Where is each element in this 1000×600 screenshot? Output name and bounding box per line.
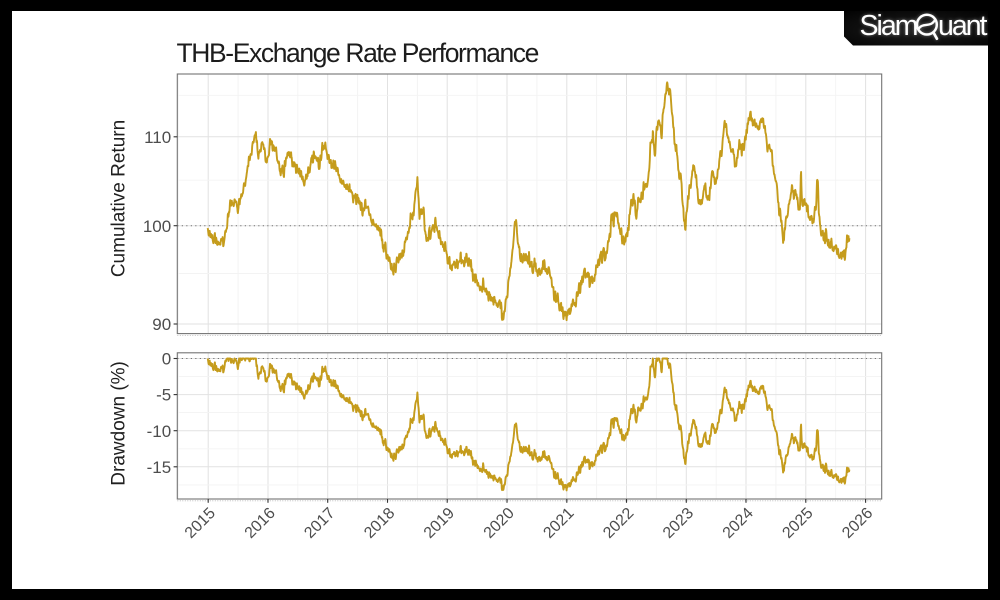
svg-text:Cumulative Return: Cumulative Return: [109, 120, 130, 277]
svg-text:uant: uant: [938, 10, 988, 42]
svg-text:0: 0: [162, 350, 171, 369]
svg-text:100: 100: [143, 217, 171, 236]
svg-text:Siam: Siam: [860, 10, 917, 42]
svg-text:Siam: Siam: [860, 10, 917, 42]
svg-text:uant: uant: [938, 10, 988, 42]
svg-text:THB-Exchange Rate Performance: THB-Exchange Rate Performance: [177, 38, 539, 68]
svg-text:90: 90: [152, 315, 171, 334]
svg-text:-15: -15: [147, 458, 172, 477]
svg-text:110: 110: [144, 128, 171, 147]
svg-text:-10: -10: [147, 422, 172, 441]
svg-text:-5: -5: [156, 386, 171, 405]
svg-text:Drawdown (%): Drawdown (%): [109, 361, 130, 486]
